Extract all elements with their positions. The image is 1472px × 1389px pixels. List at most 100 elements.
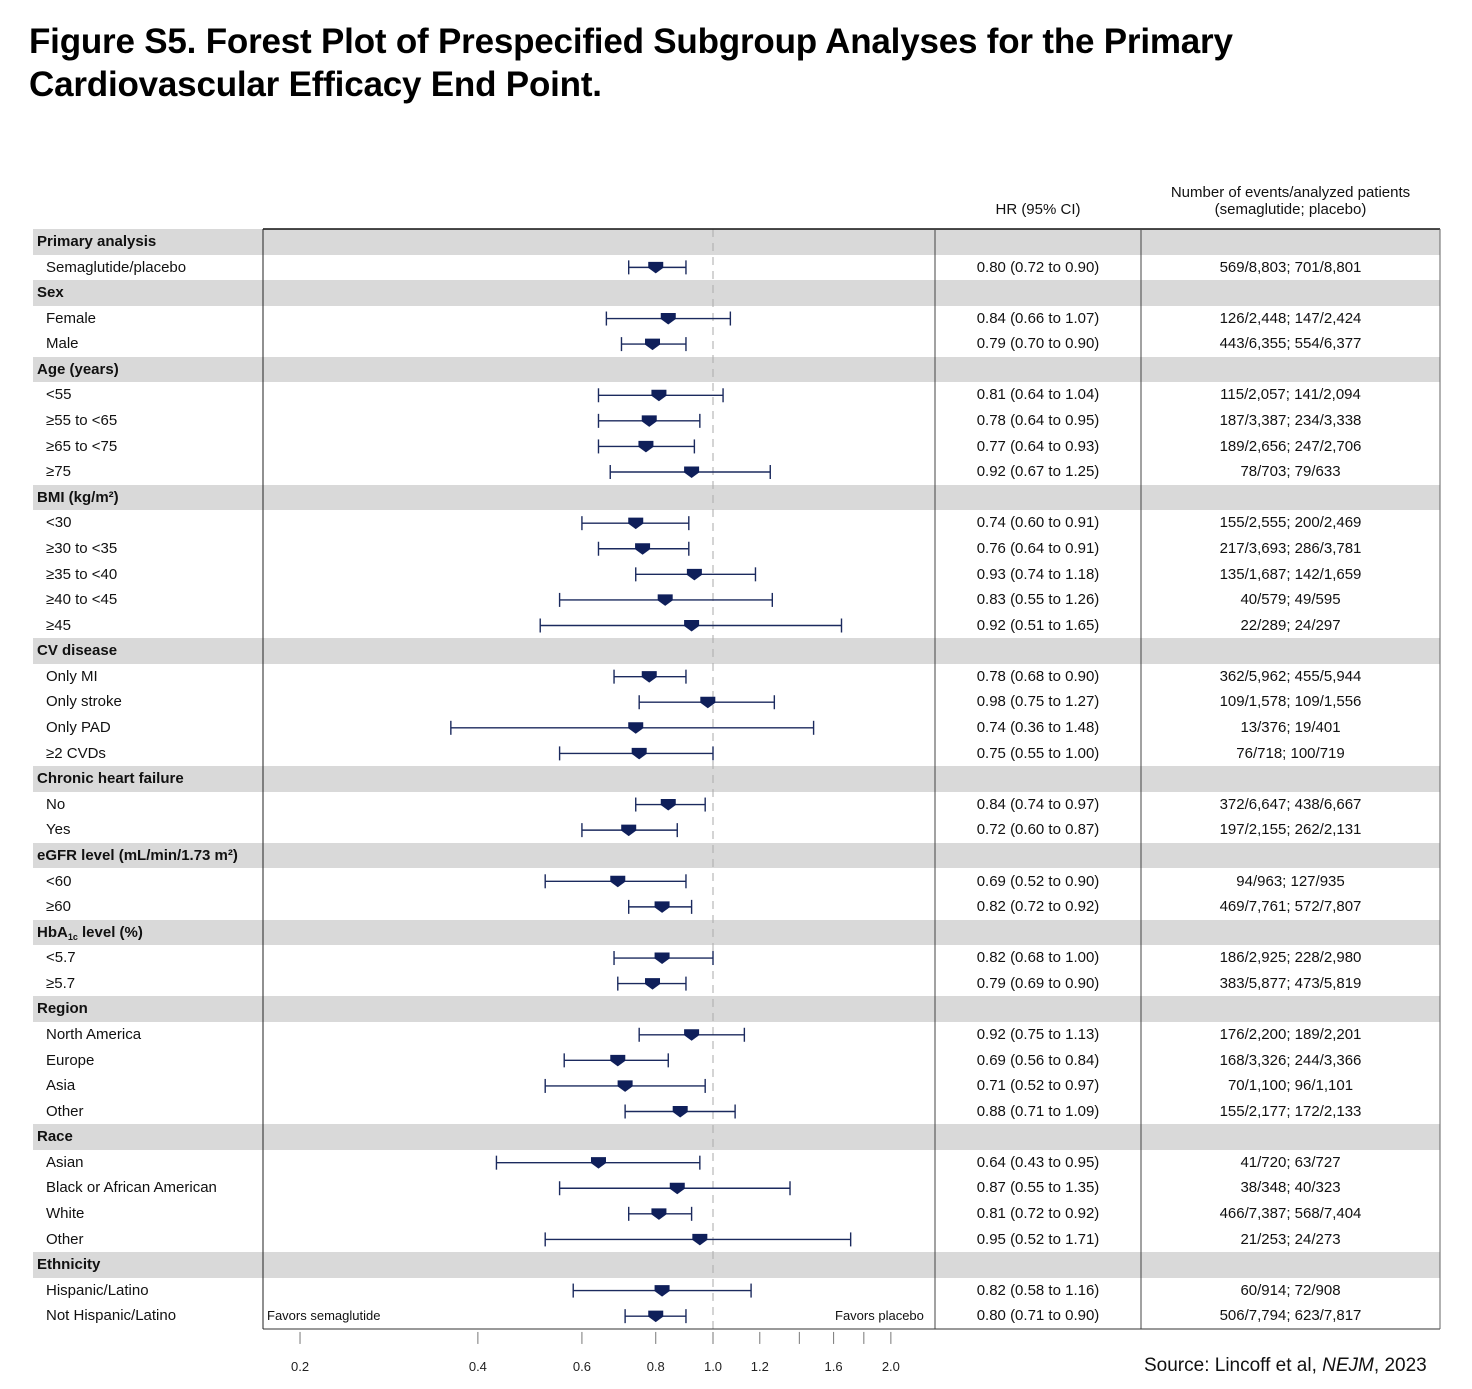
subgroup-label: <5.7 — [46, 949, 76, 967]
hr-ci-value: 0.82 (0.58 to 1.16) — [976, 1281, 1100, 1299]
events-value: 76/718; 100/719 — [1236, 744, 1345, 762]
hr-ci-value: 0.80 (0.71 to 0.90) — [976, 1307, 1100, 1325]
subgroup-label: Other — [46, 1230, 84, 1248]
subgroup-header-label: Race — [37, 1128, 73, 1146]
events-value: 469/7,761; 572/7,807 — [1219, 898, 1362, 916]
hr-ci-value: 0.87 (0.55 to 1.35) — [976, 1179, 1100, 1197]
hr-ci-value: 0.81 (0.72 to 0.92) — [976, 1205, 1100, 1223]
subgroup-header-row: BMI (kg/m²) — [33, 484, 1440, 511]
x-axis-tick-label: 0.6 — [572, 1359, 591, 1374]
subgroup-label: White — [46, 1205, 85, 1223]
figure-title: Figure S5. Forest Plot of Prespecified S… — [29, 22, 1233, 104]
hr-ci-value: 0.92 (0.51 to 1.65) — [976, 616, 1100, 634]
events-value: 187/3,387; 234/3,338 — [1219, 412, 1362, 430]
favors-placebo-label: Favors placebo — [835, 1308, 924, 1323]
hr-ci-value: 0.82 (0.68 to 1.00) — [976, 949, 1100, 967]
subgroup-row: Other 0.95 (0.52 to 1.71) 21/253; 24/273 — [33, 1227, 1440, 1253]
x-axis-tick-label: 2.0 — [881, 1359, 900, 1374]
source-citation: Source: Lincoff et al, NEJM, 2023 — [1144, 1355, 1427, 1377]
events-value: 186/2,925; 228/2,980 — [1219, 949, 1362, 967]
hr-ci-value: 0.76 (0.64 to 0.91) — [976, 539, 1100, 557]
subgroup-row: ≥40 to <45 0.83 (0.55 to 1.26) 40/579; 49/… — [33, 587, 1440, 613]
subgroup-header-row: Sex — [33, 280, 1440, 306]
subgroup-label: Only stroke — [46, 693, 122, 711]
favors-semaglutide-label: Favors semaglutide — [267, 1308, 381, 1323]
subgroup-label: Only PAD — [46, 719, 111, 737]
events-value: 115/2,057; 141/2,094 — [1220, 386, 1361, 404]
subgroup-header-row: Chronic heart failure — [33, 766, 1440, 792]
subgroup-label: ≥30 to <35 — [46, 539, 118, 557]
events-value: 362/5,962; 455/5,944 — [1219, 667, 1362, 685]
subgroup-row: Only PAD 0.74 (0.36 to 1.48) 13/376; 19/40… — [33, 715, 1440, 741]
events-value: 70/1,100; 96/1,101 — [1227, 1077, 1354, 1095]
subgroup-row: Only stroke 0.98 (0.75 to 1.27) 109/1,578;… — [33, 689, 1440, 715]
events-value: 506/7,794; 623/7,817 — [1219, 1307, 1362, 1325]
hr-ci-value: 0.72 (0.60 to 0.87) — [976, 821, 1100, 839]
subgroup-label: <60 — [46, 872, 72, 890]
x-axis-tick-label: 1.2 — [750, 1359, 769, 1374]
subgroup-row: ≥45 0.92 (0.51 to 1.65) 22/289; 24/297 — [33, 613, 1440, 639]
subgroup-row: ≥75 0.92 (0.67 to 1.25) 78/703; 79/633 — [33, 459, 1440, 485]
events-value: 22/289; 24/297 — [1240, 616, 1341, 634]
events-value: 189/2,656; 247/2,706 — [1219, 437, 1362, 455]
events-value: 13/376; 19/401 — [1240, 719, 1341, 737]
hr-ci-value: 0.79 (0.70 to 0.90) — [976, 335, 1100, 353]
subgroup-label: Other — [46, 1102, 84, 1120]
hr-ci-value: 0.83 (0.55 to 1.26) — [976, 591, 1100, 609]
subgroup-header-label: eGFR level (mL/min/1.73 m²) — [37, 846, 238, 864]
hr-ci-value: 0.74 (0.36 to 1.48) — [976, 719, 1100, 737]
subgroup-label: ≥2 CVDs — [46, 744, 106, 762]
subgroup-header-row: Age (years) — [33, 356, 1440, 383]
events-value: 466/7,387; 568/7,404 — [1219, 1205, 1362, 1223]
events-value: 168/3,326; 244/3,366 — [1219, 1051, 1362, 1069]
events-value: 197/2,155; 262/2,131 — [1219, 821, 1362, 839]
subgroup-label: ≥45 — [46, 616, 71, 634]
hr-ci-value: 0.78 (0.64 to 0.95) — [976, 412, 1100, 430]
subgroup-label: North America — [46, 1025, 142, 1043]
events-value: 126/2,448; 147/2,424 — [1219, 309, 1362, 327]
subgroup-row: ≥55 to <65 0.78 (0.64 to 0.95) 187/3,387; … — [33, 408, 1440, 434]
hr-ci-value: 0.92 (0.75 to 1.13) — [976, 1025, 1100, 1043]
events-value: 372/6,647; 438/6,667 — [1219, 795, 1362, 813]
subgroup-label: Hispanic/Latino — [46, 1281, 149, 1299]
hr-ci-value: 0.69 (0.56 to 0.84) — [976, 1051, 1100, 1069]
subgroup-header-row: eGFR level (mL/min/1.73 m²) — [33, 842, 1440, 869]
hr-ci-value: 0.98 (0.75 to 1.27) — [976, 693, 1100, 711]
events-value: 176/2,200; 189/2,201 — [1219, 1025, 1362, 1043]
x-axis-tick-label: 1.6 — [824, 1359, 843, 1374]
events-header-line2: (semaglutide; placebo) — [1214, 201, 1367, 218]
subgroup-label: Not Hispanic/Latino — [46, 1307, 177, 1325]
subgroup-label: No — [46, 795, 66, 813]
hr-ci-value: 0.93 (0.74 to 1.18) — [976, 565, 1100, 583]
subgroup-header-label: HbA1c level (%) — [37, 923, 143, 942]
subgroup-row: ≥30 to <35 0.76 (0.64 to 0.91) 217/3,693; … — [33, 536, 1440, 562]
x-axis-tick-label: 1.0 — [703, 1359, 723, 1374]
subgroup-label: ≥65 to <75 — [46, 437, 118, 455]
events-value: 78/703; 79/633 — [1240, 463, 1341, 481]
subgroup-row: Semaglutide/placebo 0.80 (0.72 to 0.90) 56… — [33, 255, 1440, 281]
subgroup-header-label: CV disease — [37, 642, 118, 660]
source-journal: NEJM — [1322, 1355, 1374, 1376]
subgroup-header-label: Region — [37, 1000, 88, 1018]
hr-ci-value: 0.88 (0.71 to 1.09) — [976, 1102, 1100, 1120]
subgroup-label: ≥40 to <45 — [46, 591, 118, 609]
subgroup-label: Female — [46, 309, 97, 327]
events-value: 135/1,687; 142/1,659 — [1219, 565, 1362, 583]
events-value: 21/253; 24/273 — [1240, 1230, 1341, 1248]
events-value: 94/963; 127/935 — [1236, 872, 1345, 890]
events-value: 38/348; 40/323 — [1240, 1179, 1341, 1197]
subgroup-label: Asia — [46, 1077, 76, 1095]
subgroup-header-row: Race — [33, 1124, 1440, 1150]
subgroup-row: Yes 0.72 (0.60 to 0.87) 197/2,155; 262/2,1… — [33, 817, 1440, 843]
hr-ci-value: 0.69 (0.52 to 0.90) — [976, 872, 1100, 890]
subgroup-row: ≥2 CVDs 0.75 (0.55 to 1.00) 76/718; 100/71… — [33, 741, 1440, 767]
hr-ci-value: 0.80 (0.72 to 0.90) — [976, 258, 1100, 276]
subgroup-label: Yes — [46, 821, 71, 839]
subgroup-row: White 0.81 (0.72 to 0.92) 466/7,387; 568/7… — [33, 1201, 1440, 1227]
subgroup-label: ≥5.7 — [46, 974, 76, 992]
subgroup-row: Female 0.84 (0.66 to 1.07) 126/2,448; 147/… — [33, 306, 1440, 332]
hr-ci-value: 0.92 (0.67 to 1.25) — [976, 463, 1100, 481]
subgroup-row: <30 0.74 (0.60 to 0.91) 155/2,555; 200/2,4… — [33, 510, 1440, 536]
subgroup-row: ≥5.7 0.79 (0.69 to 0.90) 383/5,877; 473/5,… — [33, 971, 1440, 997]
subgroup-row: North America 0.92 (0.75 to 1.13) 176/2,20… — [33, 1022, 1440, 1048]
